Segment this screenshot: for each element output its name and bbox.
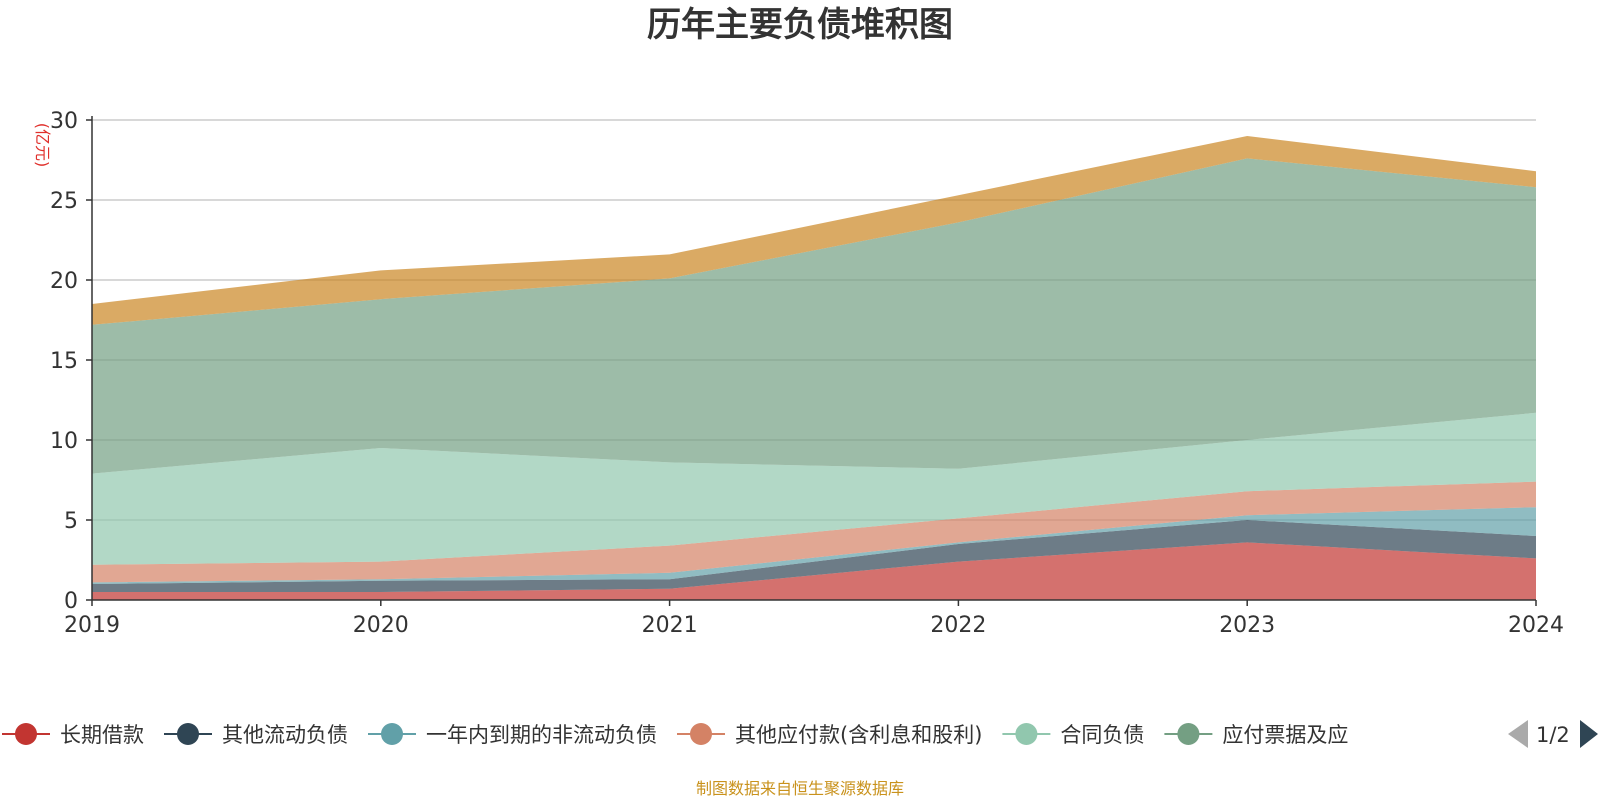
area-其他流动负债: [92, 520, 1536, 592]
legend-item[interactable]: 其他应付款(含利息和股利): [677, 723, 982, 747]
legend-label: 其他流动负债: [222, 723, 348, 747]
legend-item[interactable]: 其他流动负债: [164, 723, 348, 747]
legend-label: 长期借款: [60, 723, 144, 747]
y-tick-label: 0: [64, 589, 78, 614]
legend-item[interactable]: 应付票据及应: [1164, 723, 1348, 747]
legend-label: 一年内到期的非流动负债: [426, 723, 657, 747]
legend-item[interactable]: 合同负债: [1002, 723, 1144, 747]
y-tick-label: 20: [50, 269, 78, 294]
area-合同负债: [92, 412, 1536, 565]
y-tick-label: 15: [50, 349, 78, 374]
legend-prev-icon[interactable]: [1508, 720, 1528, 748]
y-tick-label: 25: [50, 189, 78, 214]
x-tick-label: 2022: [930, 613, 986, 638]
legend-next-icon[interactable]: [1580, 720, 1598, 748]
x-tick-label: 2019: [64, 613, 120, 638]
y-axis-unit: (亿元): [33, 123, 52, 168]
area-短期借款: [92, 136, 1536, 325]
y-tick-label: 10: [50, 429, 78, 454]
legend-label: 合同负债: [1060, 723, 1144, 747]
x-tick-label: 2023: [1219, 613, 1275, 638]
legend-marker: [177, 723, 199, 745]
area-series: [92, 136, 1536, 600]
y-tick-label: 30: [50, 109, 78, 134]
x-tick-label: 2024: [1508, 613, 1564, 638]
legend-label: 应付票据及应: [1222, 723, 1348, 747]
legend-label: 其他应付款(含利息和股利): [735, 723, 982, 747]
area-一年内到期的非流动负债: [92, 507, 1536, 584]
x-tick-label: 2021: [642, 613, 698, 638]
x-tick-label: 2020: [353, 613, 409, 638]
legend-marker: [381, 723, 403, 745]
legend-marker: [1015, 723, 1038, 745]
legend-item[interactable]: 一年内到期的非流动负债: [368, 723, 657, 747]
legend-page-indicator: 1/2: [1536, 723, 1570, 747]
legend-marker: [1177, 723, 1200, 745]
area-长期借款: [92, 542, 1536, 600]
axes: 0 5 10 15 20 25 30 2019 2020 2021 2022 2023 2024 (亿元): [33, 109, 1564, 638]
source-note: 制图数据来自恒生聚源数据库: [696, 779, 904, 798]
chart-title: 历年主要负债堆积图: [647, 5, 953, 45]
area-应付票据及应付账款: [92, 158, 1536, 474]
legend-marker: [690, 723, 712, 745]
legend-marker: [15, 723, 37, 745]
y-tick-label: 5: [64, 509, 78, 534]
legend: 长期借款 其他流动负债 一年内到期的非流动负债 其他应付款(含利息和股利) 合同负债 应付…: [2, 720, 1598, 748]
legend-item[interactable]: 长期借款: [2, 723, 144, 747]
